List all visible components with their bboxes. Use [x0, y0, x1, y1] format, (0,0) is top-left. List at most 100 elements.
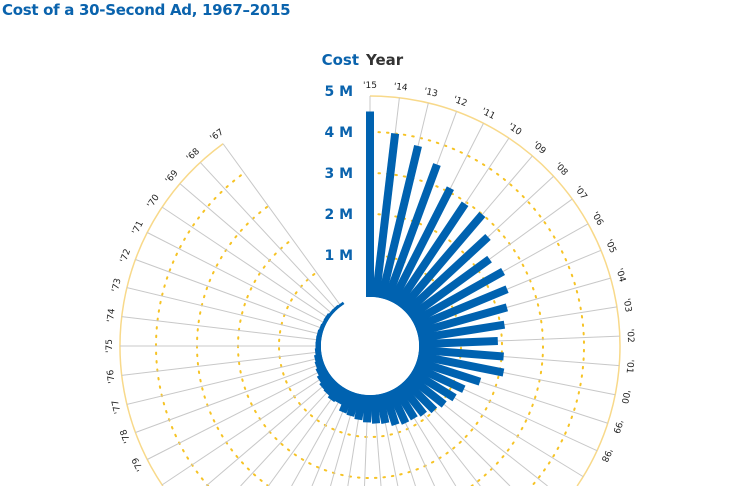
- spoke: [161, 206, 329, 319]
- bar-91: [381, 391, 400, 426]
- bar-12: [383, 163, 441, 302]
- bar-67: [336, 301, 345, 309]
- year-label: '75: [105, 339, 115, 353]
- spoke: [126, 357, 322, 405]
- year-label: '74: [106, 308, 118, 323]
- inner-circle: [321, 297, 419, 395]
- year-label: '01: [624, 359, 635, 374]
- year-label: '02: [625, 329, 636, 343]
- bar-86: [346, 392, 361, 417]
- bar-71: [320, 318, 329, 328]
- bar-14: [371, 133, 400, 298]
- spoke: [199, 162, 337, 310]
- bar-72: [318, 323, 326, 333]
- bar-04: [416, 303, 508, 337]
- bar-98: [412, 362, 466, 393]
- bar-97: [409, 368, 457, 402]
- bar-03: [417, 320, 506, 343]
- year-label: '68: [185, 146, 202, 163]
- bar-10: [393, 201, 469, 308]
- bar-90: [375, 393, 390, 424]
- year-label: '04: [614, 267, 627, 283]
- year-label: '00: [619, 389, 632, 405]
- year-label: '99: [610, 418, 624, 435]
- year-label: '14: [393, 82, 408, 94]
- tick-label: 4 M: [324, 125, 353, 141]
- bar-81: [319, 374, 336, 391]
- bar-82: [323, 379, 340, 396]
- bar-77: [313, 353, 324, 364]
- outer-arc: [119, 143, 224, 486]
- year-label: '12: [452, 95, 469, 109]
- year-label: '79: [131, 455, 146, 472]
- bar-05: [413, 285, 509, 331]
- bar-13: [377, 144, 422, 300]
- spoke: [135, 259, 324, 330]
- bar-79: [315, 364, 329, 377]
- bar-95: [401, 377, 438, 414]
- bar-69: [327, 309, 336, 318]
- bar-92: [386, 388, 410, 425]
- bar-01: [418, 345, 504, 361]
- bar-09: [398, 211, 486, 312]
- spoke: [205, 378, 333, 486]
- cost-header: Cost: [322, 51, 359, 69]
- year-label: '67: [209, 128, 226, 144]
- spoke: [147, 368, 326, 460]
- bar-78: [314, 359, 326, 370]
- year-label: '07: [572, 185, 588, 202]
- bar-83: [327, 383, 345, 403]
- bar-02: [418, 336, 498, 349]
- spoke: [179, 183, 333, 314]
- year-label: '08: [553, 161, 570, 178]
- bar-94: [397, 382, 427, 417]
- bar-96: [406, 373, 447, 408]
- year-header: Year: [365, 51, 404, 69]
- year-label: '11: [480, 107, 497, 122]
- bar-87: [354, 393, 367, 421]
- bar-85: [338, 389, 355, 414]
- year-label: '72: [119, 248, 133, 265]
- tick-label: 1 M: [324, 248, 353, 264]
- bar-00: [417, 351, 505, 377]
- bar-06: [410, 267, 506, 326]
- bar-68: [331, 304, 340, 313]
- spoke: [291, 389, 347, 486]
- spoke: [121, 351, 321, 376]
- dotted-ring: [155, 171, 246, 486]
- spoke: [121, 316, 321, 341]
- year-label: '09: [530, 140, 547, 157]
- bar-84: [334, 386, 350, 405]
- bar-74: [315, 335, 322, 345]
- spoke: [222, 143, 342, 306]
- bar-11: [388, 186, 454, 305]
- year-label: '77: [111, 399, 124, 415]
- year-label: '06: [589, 210, 605, 227]
- outer-arc: [369, 95, 621, 486]
- spoke: [240, 382, 337, 486]
- year-label: '05: [603, 238, 618, 255]
- bar-08: [403, 233, 491, 316]
- bar-99: [415, 357, 482, 386]
- spoke: [267, 386, 342, 486]
- spoke: [135, 362, 324, 433]
- year-label: '69: [164, 168, 181, 185]
- bars: [313, 111, 509, 426]
- bar-07: [407, 255, 492, 321]
- tick-label: 3 M: [324, 166, 353, 182]
- bar-89: [369, 394, 381, 424]
- chart-title: Cost of a 30-Second Ad, 1967–2015: [2, 1, 291, 19]
- year-label: '76: [106, 369, 118, 384]
- bar-73: [316, 329, 324, 339]
- tick-label: 2 M: [324, 207, 353, 223]
- value-ticks: 1 M 2 M 3 M 4 M 5 M: [324, 84, 353, 264]
- year-label: '70: [146, 193, 162, 210]
- year-label: '13: [423, 87, 439, 100]
- spoke: [147, 232, 326, 324]
- year-label: '71: [131, 219, 146, 236]
- year-label: '78: [119, 427, 133, 444]
- year-label: '73: [111, 277, 124, 293]
- tick-label: 5 M: [324, 84, 353, 100]
- bar-76: [314, 347, 322, 357]
